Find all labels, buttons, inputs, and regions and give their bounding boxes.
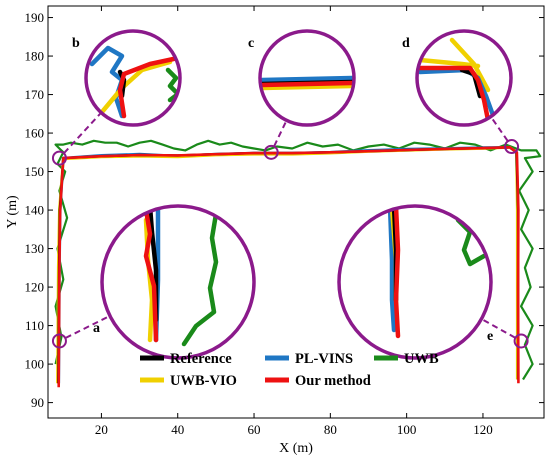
series-our-method [57, 146, 520, 388]
panel-label-a: a [93, 321, 100, 336]
legend: Reference PL-VINS UWB UWB-VIO Our method [140, 351, 439, 389]
series-layer [54, 139, 542, 388]
x-tick-label: 120 [473, 422, 493, 437]
legend-label-uwb-vio: UWB-VIO [170, 373, 237, 389]
x-tick-label: 40 [171, 422, 184, 437]
legend-label-pl-vins: PL-VINS [295, 351, 353, 367]
inset-trace [260, 75, 354, 83]
panel-label-b: b [72, 36, 80, 51]
zoom-guide-b [63, 111, 102, 154]
inset-trace [393, 206, 401, 339]
x-tick-label: 60 [248, 422, 261, 437]
inset-trace [99, 59, 173, 115]
axis-ticks: 20 40 60 80 100 120 90 100 110 120 130 140 150 160 170… [25, 6, 544, 437]
y-tick-label: 180 [25, 49, 45, 64]
y-tick-label: 140 [25, 203, 45, 218]
zoom-marker-d [504, 139, 520, 155]
inset-background [339, 206, 491, 358]
inset-trace [417, 65, 491, 123]
inset-border [415, 29, 513, 127]
inset-trace [260, 80, 354, 88]
y-tick-label: 130 [25, 241, 45, 256]
series-uwb [54, 139, 542, 381]
x-tick-label: 80 [324, 422, 337, 437]
x-tick-label: 20 [95, 422, 108, 437]
y-tick-label: 150 [25, 164, 45, 179]
inset-trace [387, 206, 397, 333]
x-axis-label: X (m) [279, 441, 313, 456]
zoom-inset-c: c [248, 29, 356, 127]
zoom-guide-e [480, 318, 516, 339]
zoom-marker-e [513, 333, 529, 349]
inset-border [258, 29, 356, 127]
zoom-marker-c [263, 144, 279, 160]
y-tick-label: 160 [25, 126, 45, 141]
zoom-guide-c [273, 119, 288, 147]
zoom-guide-a [65, 314, 111, 339]
inset-trace [143, 207, 159, 343]
y-tick-label: 170 [25, 87, 45, 102]
inset-trace [260, 83, 354, 91]
y-tick-label: 100 [25, 357, 45, 372]
zoom-inset-b: b [72, 29, 182, 127]
y-tick-label: 110 [25, 318, 44, 333]
zoom-marker-a [51, 333, 67, 349]
panel-label-c: c [248, 36, 254, 51]
zoom-marker-b [51, 150, 67, 166]
zoom-insets: b c d a e [72, 29, 513, 360]
inset-border [100, 204, 256, 360]
zoom-inset-e: e [337, 204, 493, 360]
y-axis-label: Y (m) [5, 195, 20, 229]
legend-label-our-method: Our method [295, 373, 371, 389]
inset-border [84, 29, 182, 127]
zoom-guide-d [489, 116, 509, 142]
zoom-inset-a: a [93, 204, 256, 360]
legend-label-reference: Reference [170, 351, 232, 367]
y-tick-label: 120 [25, 280, 45, 295]
inset-background [102, 206, 254, 358]
y-tick-label: 90 [31, 395, 44, 410]
inset-trace [181, 211, 219, 347]
panel-label-d: d [402, 36, 410, 51]
zoom-inset-d: d [402, 29, 513, 127]
zoom-guides [51, 111, 529, 349]
inset-trace [117, 55, 180, 119]
legend-label-uwb: UWB [404, 351, 439, 367]
x-tick-label: 100 [397, 422, 417, 437]
inset-border [337, 204, 493, 360]
inset-trace [417, 37, 491, 93]
y-tick-label: 190 [25, 10, 45, 25]
panel-label-e: e [487, 329, 493, 344]
